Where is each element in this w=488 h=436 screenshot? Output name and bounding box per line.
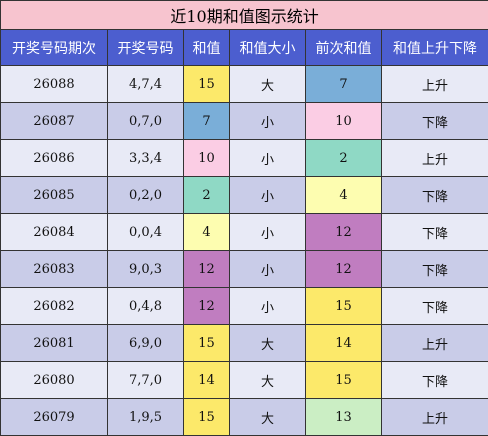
numbers-cell: 0,0,4: [108, 214, 184, 251]
prev-sum-cell: 10: [306, 103, 382, 140]
period-cell: 26081: [1, 325, 108, 362]
period-cell: 26085: [1, 177, 108, 214]
numbers-cell: 7,7,0: [108, 362, 184, 399]
period-cell: 26086: [1, 140, 108, 177]
period-cell: 26082: [1, 288, 108, 325]
size-cell: 大: [230, 66, 306, 103]
size-cell: 小: [230, 214, 306, 251]
trend-cell: 下降: [382, 214, 488, 251]
header-period: 开奖号码期次: [1, 30, 108, 66]
numbers-cell: 4,7,4: [108, 66, 184, 103]
prev-sum-cell: 15: [306, 362, 382, 399]
numbers-cell: 0,7,0: [108, 103, 184, 140]
trend-cell: 下降: [382, 362, 488, 399]
trend-cell: 上升: [382, 140, 488, 177]
sum-cell: 2: [184, 177, 230, 214]
header-prev-sum: 前次和值: [306, 30, 382, 66]
size-cell: 大: [230, 325, 306, 362]
sum-cell: 12: [184, 288, 230, 325]
prev-sum-cell: 12: [306, 214, 382, 251]
sum-cell: 15: [184, 325, 230, 362]
sum-cell: 10: [184, 140, 230, 177]
prev-sum-cell: 2: [306, 140, 382, 177]
size-cell: 大: [230, 362, 306, 399]
numbers-cell: 0,4,8: [108, 288, 184, 325]
sum-cell: 4: [184, 214, 230, 251]
size-cell: 小: [230, 103, 306, 140]
size-cell: 小: [230, 251, 306, 288]
period-cell: 26084: [1, 214, 108, 251]
prev-sum-cell: 15: [306, 288, 382, 325]
prev-sum-cell: 7: [306, 66, 382, 103]
numbers-cell: 0,2,0: [108, 177, 184, 214]
header-sum: 和值: [184, 30, 230, 66]
period-cell: 26088: [1, 66, 108, 103]
sum-cell: 15: [184, 399, 230, 436]
trend-cell: 下降: [382, 177, 488, 214]
prev-sum-cell: 12: [306, 251, 382, 288]
prev-sum-cell: 13: [306, 399, 382, 436]
trend-cell: 下降: [382, 251, 488, 288]
numbers-cell: 1,9,5: [108, 399, 184, 436]
table-title: 近10期和值图示统计: [1, 1, 488, 30]
size-cell: 小: [230, 140, 306, 177]
sum-cell: 14: [184, 362, 230, 399]
trend-cell: 下降: [382, 103, 488, 140]
header-row: 开奖号码期次 开奖号码 和值 和值大小 前次和值 和值上升下降: [1, 30, 488, 66]
period-cell: 26079: [1, 399, 108, 436]
period-cell: 26083: [1, 251, 108, 288]
period-cell: 26080: [1, 362, 108, 399]
period-cell: 26087: [1, 103, 108, 140]
trend-cell: 上升: [382, 66, 488, 103]
numbers-cell: 9,0,3: [108, 251, 184, 288]
prev-sum-cell: 4: [306, 177, 382, 214]
prev-sum-cell: 14: [306, 325, 382, 362]
header-size: 和值大小: [230, 30, 306, 66]
sum-cell: 7: [184, 103, 230, 140]
trend-cell: 上升: [382, 399, 488, 436]
trend-cell: 上升: [382, 325, 488, 362]
sum-cell: 15: [184, 66, 230, 103]
trend-cell: 下降: [382, 288, 488, 325]
sum-cell: 12: [184, 251, 230, 288]
size-cell: 小: [230, 177, 306, 214]
size-cell: 大: [230, 399, 306, 436]
numbers-cell: 6,9,0: [108, 325, 184, 362]
numbers-cell: 3,3,4: [108, 140, 184, 177]
header-numbers: 开奖号码: [108, 30, 184, 66]
header-trend: 和值上升下降: [382, 30, 488, 66]
size-cell: 小: [230, 288, 306, 325]
